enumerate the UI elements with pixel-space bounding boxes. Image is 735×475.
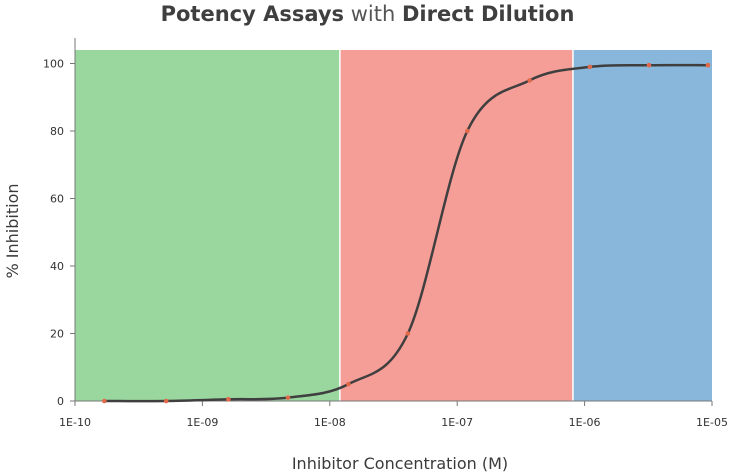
y-tick-label: 100 xyxy=(43,58,64,71)
x-tick-label: 1E-08 xyxy=(314,416,346,429)
region-1 xyxy=(75,50,340,401)
series-layer xyxy=(102,62,711,404)
title-part-3: Direct Dilution xyxy=(401,2,575,26)
region-2 xyxy=(339,50,573,401)
y-tick-label: 20 xyxy=(50,328,64,341)
x-tick-label: 1E-10 xyxy=(59,416,91,429)
tick-labels: 0 20 40 60 80 100 1E-10 1E-09 1E-08 1E-07 1E-06 1E-… xyxy=(43,58,728,430)
data-point xyxy=(285,395,291,400)
region-3 xyxy=(572,50,712,401)
data-point xyxy=(587,64,593,70)
data-point xyxy=(646,62,652,68)
data-point xyxy=(405,331,411,336)
title-part-2: with xyxy=(344,2,402,26)
y-tick-label: 0 xyxy=(57,395,64,408)
data-point xyxy=(102,398,107,404)
chart-title: Potency Assays with Direct Dilution xyxy=(0,2,735,26)
title-part-1: Potency Assays xyxy=(160,2,345,26)
x-tick-label: 1E-09 xyxy=(186,416,218,429)
y-axis-title: % Inhibition xyxy=(3,184,22,279)
background-regions xyxy=(75,50,712,401)
x-axis-title: Inhibitor Concentration (M) xyxy=(292,454,508,473)
y-tick-label: 40 xyxy=(50,260,64,273)
x-tick-label: 1E-07 xyxy=(441,416,473,429)
x-tick-label: 1E-05 xyxy=(696,416,728,429)
y-tick-label: 80 xyxy=(50,125,64,138)
data-point xyxy=(163,398,169,404)
x-tick-label: 1E-06 xyxy=(569,416,601,429)
series-line-1 xyxy=(103,63,710,403)
data-point xyxy=(346,381,351,387)
data-point xyxy=(226,397,231,402)
data-point xyxy=(464,128,470,134)
y-tick-label: 60 xyxy=(50,193,64,206)
data-point xyxy=(705,62,711,68)
data-point xyxy=(527,78,532,83)
